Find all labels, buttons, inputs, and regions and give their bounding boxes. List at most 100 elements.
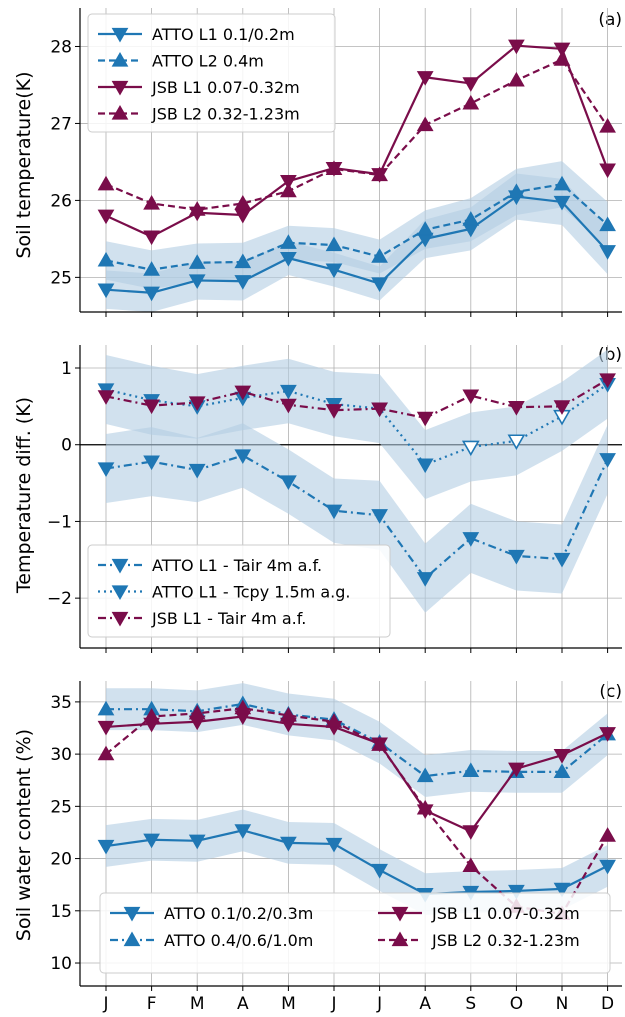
panel-c-xtick-label: N (556, 994, 569, 1014)
panel-c-xtick-label: A (419, 994, 431, 1014)
panel-c-ytick-label: 30 (50, 745, 72, 765)
panel-a-point (508, 183, 525, 199)
panel-c-point (97, 720, 115, 736)
panel-c-line-2 (105, 715, 609, 833)
panel-b-band-1 (106, 349, 608, 500)
panel-c-ytick-label: 15 (50, 902, 72, 922)
panel-c-band-0 (106, 809, 608, 915)
panel-b-point (280, 475, 297, 491)
panel-c-legend-entry: JSB L1 0.07-0.32m (378, 904, 580, 923)
panel-c-legend-entry: ATTO 0.1/0.2/0.3m (110, 904, 313, 923)
panel-c-legend-marker (123, 931, 141, 947)
panel-a-point (599, 245, 616, 260)
panel-b-point (508, 401, 525, 416)
panel-c-point (97, 839, 115, 855)
panel-a-legend-label: JSB L1 0.07-0.32m (151, 78, 300, 97)
panel-a-point (280, 175, 297, 190)
panel-a-legend-label: ATTO L1 0.1/0.2m (152, 25, 295, 44)
panel-a-point (97, 283, 115, 299)
panel-c-line-0 (105, 829, 609, 896)
panel-a-legend-marker (111, 27, 129, 43)
panel-a-point (143, 230, 160, 246)
panel-c-legend-entry: ATTO 0.4/0.6/1.0m (110, 931, 313, 950)
panel-c-point (325, 837, 343, 853)
panel-a-legend-entry: JSB L2 0.32-1.23m (98, 105, 300, 124)
panel-a-point (416, 221, 434, 236)
panel-b-point (97, 462, 115, 478)
panel-a-point (325, 263, 343, 279)
panel-c-point (599, 727, 616, 742)
panel-b-line-2 (105, 378, 609, 419)
panel-b-legend-marker (111, 585, 129, 601)
panel-a-point (97, 251, 115, 267)
panel-b-point (97, 390, 115, 405)
panel-b-legend-box (87, 544, 391, 638)
panel-c-point (143, 708, 160, 723)
panel-a-point (599, 163, 616, 179)
panel-b-legend-label: JSB L1 - Tair 4m a.f. (151, 609, 306, 628)
panel-c-xtick-label: J (376, 994, 382, 1014)
panel-c-point (188, 834, 206, 850)
panel-a-point (188, 254, 206, 269)
panel-a-point (280, 234, 297, 249)
panel-c-point (553, 749, 571, 764)
panel-a-point (462, 77, 480, 92)
panel-a-point (371, 248, 388, 263)
panel-a-line-2 (105, 44, 609, 238)
panel-b-point (280, 384, 297, 400)
panel-b-point (325, 504, 343, 520)
panel-b-point (371, 509, 388, 524)
panel-c-point (325, 713, 343, 728)
panel-c-legend-marker (123, 906, 141, 922)
panel-a-legend-marker (111, 51, 129, 67)
panel-b-point (234, 449, 252, 464)
panel-b-legend-label: ATTO L1 - Tair 4m a.f. (152, 556, 322, 575)
panel-b-point (280, 398, 297, 414)
panel-c-legend-entry: JSB L2 0.32-1.23m (378, 931, 580, 950)
panel-a-point (280, 182, 297, 198)
panel-b-point (416, 458, 434, 474)
panel-a-point (234, 253, 252, 269)
panel-b-point (507, 434, 526, 450)
panel-b-band-0 (106, 423, 608, 613)
panel-a-series-3 (97, 51, 616, 216)
panel-c-band-1 (106, 683, 608, 797)
panel-b-point (325, 404, 343, 419)
panel-a-point (462, 211, 480, 226)
panel-a-legend-marker (111, 104, 129, 120)
panel-c-point (599, 827, 616, 842)
panel-c-ytick-label: 10 (50, 954, 72, 974)
panel-a-point (234, 194, 252, 210)
panel-c-label: (c) (599, 682, 622, 702)
panel-c-line-3 (105, 707, 609, 916)
panel-c-xtick-label: S (465, 994, 476, 1014)
panel-a-series-1 (97, 175, 616, 276)
panel-b-point (371, 402, 388, 418)
panel-c-legend-marker (391, 906, 409, 922)
panel-a-point (234, 275, 252, 290)
panel-a-legend-box (87, 13, 336, 133)
panel-b-point (188, 396, 206, 412)
panel-b-ytick-label: 1 (61, 359, 72, 379)
panel-b-point (143, 455, 160, 471)
panel-c-point (508, 884, 525, 900)
panel-c-xtick-label: A (237, 994, 249, 1014)
panel-c-point (97, 700, 115, 716)
panel-a-legend-entry: ATTO L1 0.1/0.2m (98, 25, 295, 44)
panel-c-point (371, 736, 388, 751)
panel-b-legend-marker (111, 558, 129, 574)
panel-b-legend-entry: ATTO L1 - Tcpy 1.5m a.g. (98, 583, 351, 602)
panel-a-ytick-label: 28 (50, 37, 72, 57)
panel-a-point (553, 42, 571, 58)
panel-b-legend-marker (111, 611, 129, 627)
panel-a-point (143, 286, 160, 302)
panel-a-ytick-label: 27 (50, 114, 72, 134)
panel-a-point (325, 160, 343, 175)
panel-c-ytick-label: 35 (50, 693, 72, 713)
panel-a-point (97, 209, 115, 225)
panel-a: (a) Soil temperature(K) 25 26 27 28 ATTO L1 … (13, 8, 622, 317)
panel-a-legend: ATTO L1 0.1/0.2m ATTO L2 0.4m JSB L1 0.07-… (87, 13, 336, 133)
panel-b-point (599, 373, 616, 389)
